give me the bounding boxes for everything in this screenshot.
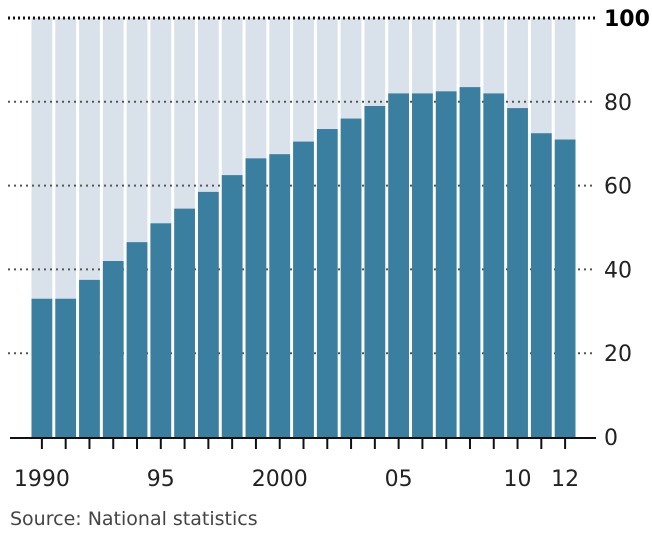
bar-1996 bbox=[174, 208, 195, 437]
bar-2005 bbox=[388, 93, 410, 438]
y-tick-label-60: 60 bbox=[604, 175, 632, 200]
bar-1994 bbox=[126, 242, 148, 437]
bar-2002 bbox=[316, 129, 338, 437]
bar-1995 bbox=[150, 223, 172, 437]
bar-1991 bbox=[55, 298, 77, 437]
bar-chart: 100 80 60 40 20 0 1990 95 2000 05 10 12 bbox=[8, 7, 650, 492]
x-tick-label-1995: 95 bbox=[147, 467, 175, 492]
source-note: Source: National statistics bbox=[10, 508, 258, 530]
bar-1993 bbox=[102, 261, 124, 437]
bar-2009 bbox=[483, 93, 505, 438]
y-tick-label-0: 0 bbox=[604, 426, 618, 451]
bar-2008 bbox=[459, 87, 481, 437]
bar-1999 bbox=[245, 158, 267, 438]
bar-1992 bbox=[79, 279, 100, 437]
y-tick-label-20: 20 bbox=[604, 342, 632, 367]
bar-2010 bbox=[507, 108, 528, 438]
y-tick-label-100: 100 bbox=[604, 7, 650, 32]
bar-2004 bbox=[364, 105, 386, 438]
y-tick-label-80: 80 bbox=[604, 91, 632, 116]
bar-2001 bbox=[293, 141, 314, 438]
x-tick-label-2012: 12 bbox=[551, 467, 579, 492]
bar-2000 bbox=[269, 154, 291, 438]
bar-2012 bbox=[554, 139, 576, 437]
x-tick-label-2005: 05 bbox=[385, 467, 413, 492]
y-tick-label-40: 40 bbox=[604, 258, 632, 283]
bar-2011 bbox=[530, 133, 552, 437]
bar-2007 bbox=[435, 91, 457, 437]
x-tick-label-2010: 10 bbox=[504, 467, 532, 492]
bar-2003 bbox=[340, 118, 362, 437]
bar-1990 bbox=[31, 298, 53, 437]
x-axis bbox=[10, 437, 596, 449]
x-tick-label-1990: 1990 bbox=[14, 467, 70, 492]
data-bars bbox=[31, 87, 576, 438]
bar-2006 bbox=[412, 93, 433, 438]
x-tick-labels: 1990 95 2000 05 10 12 bbox=[14, 467, 579, 492]
bar-1998 bbox=[221, 175, 243, 437]
y-tick-labels: 100 80 60 40 20 0 bbox=[604, 7, 650, 451]
bar-1997 bbox=[197, 191, 219, 437]
x-tick-label-2000: 2000 bbox=[252, 467, 308, 492]
